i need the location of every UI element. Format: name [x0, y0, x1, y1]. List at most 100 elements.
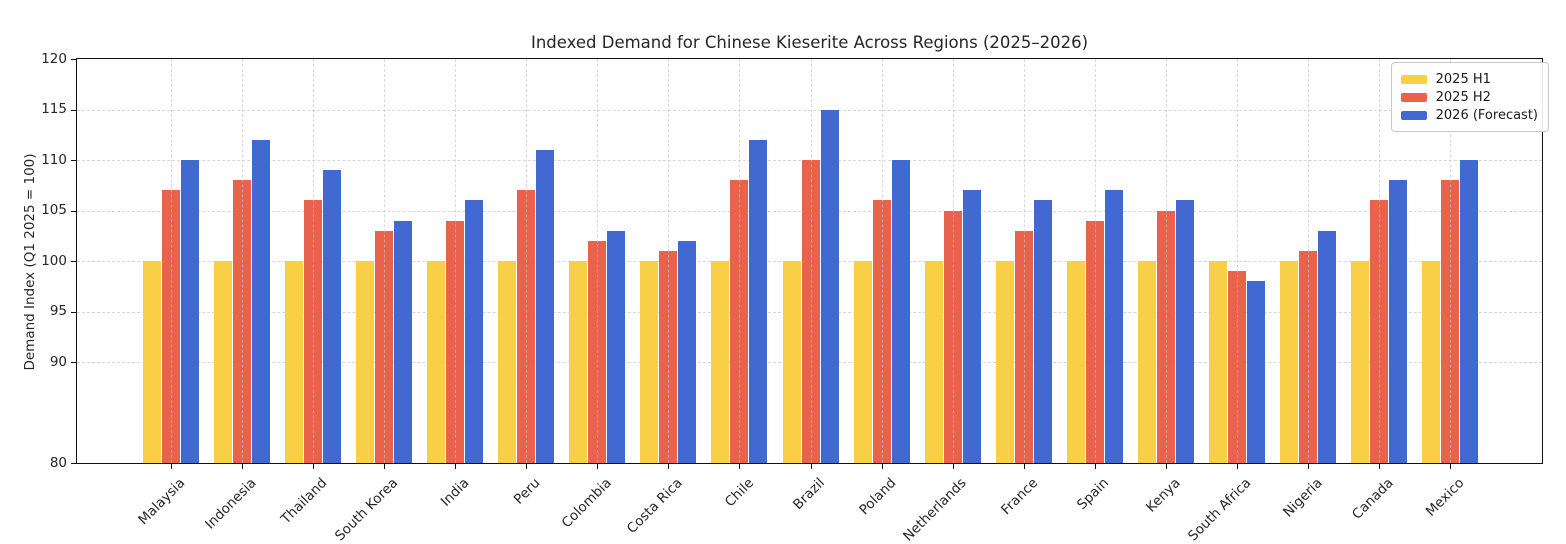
gridline-vertical	[384, 59, 386, 463]
x-tick-mark	[1450, 463, 1452, 469]
legend-swatch-2026-forecast-icon	[1400, 110, 1427, 120]
bar-2026-forecast--mexico	[1460, 160, 1479, 463]
x-tick-label: Colombia	[558, 475, 615, 532]
gridline-vertical	[526, 59, 528, 463]
gridline-vertical	[810, 59, 812, 463]
bar-2025-h1-south-africa	[1208, 261, 1227, 463]
bar-2025-h1-indonesia	[214, 261, 233, 463]
y-tick-mark	[71, 160, 77, 161]
x-tick-label: Nigeria	[1279, 475, 1326, 521]
x-tick-label: Kenya	[1142, 475, 1184, 516]
bar-2025-h1-mexico	[1422, 261, 1441, 463]
bar-2026-forecast--south-africa	[1246, 281, 1265, 463]
bar-2025-h1-india	[427, 261, 446, 463]
bar-2026-forecast--peru	[536, 149, 555, 463]
legend-item-2025-h1: 2025 H1	[1400, 70, 1538, 88]
chart-title: Indexed Demand for Chinese Kieserite Acr…	[530, 33, 1089, 52]
plot-area	[76, 58, 1543, 464]
y-tick-label: 80	[49, 454, 67, 471]
bar-2026-forecast--kenya	[1175, 200, 1194, 463]
bar-2026-forecast--nigeria	[1317, 230, 1336, 463]
bar-2025-h1-colombia	[569, 261, 588, 463]
bar-2026-forecast--france	[1033, 200, 1052, 463]
gridline-vertical	[952, 59, 954, 463]
bar-2026-forecast--malaysia	[181, 160, 199, 463]
gridline-vertical	[739, 59, 741, 463]
bar-2025-h1-costa-rica	[640, 261, 659, 463]
x-tick-label: Indonesia	[201, 475, 260, 533]
x-tick-mark	[455, 463, 457, 469]
y-tick-label: 100	[41, 252, 67, 269]
x-tick-mark	[1023, 463, 1025, 469]
legend-label-2025-h2: 2025 H2	[1435, 89, 1491, 105]
bar-2026-forecast--india	[465, 200, 484, 463]
gridline-horizontal	[77, 109, 1542, 111]
x-tick-mark	[1236, 463, 1238, 469]
x-tick-mark	[739, 463, 741, 469]
bar-2025-h1-kenya	[1137, 261, 1156, 463]
bar-2025-h1-chile	[711, 261, 730, 463]
x-tick-mark	[1379, 463, 1381, 469]
x-tick-label: Malaysia	[135, 475, 189, 529]
legend-swatch-2025-h1-icon	[1400, 74, 1427, 84]
y-tick-label: 110	[41, 151, 67, 168]
y-tick-label: 95	[49, 303, 67, 319]
bar-2026-forecast--south-korea	[394, 220, 413, 463]
bar-2026-forecast--brazil	[820, 109, 839, 463]
legend-swatch-2025-h2-icon	[1400, 92, 1427, 102]
bar-2025-h1-canada	[1351, 261, 1370, 463]
x-tick-label: France	[997, 475, 1042, 519]
x-tick-mark	[668, 463, 670, 469]
x-tick-mark	[313, 463, 315, 469]
y-tick-mark	[71, 311, 77, 313]
bar-2025-h1-france	[995, 261, 1014, 463]
x-tick-label: Thailand	[278, 475, 331, 528]
x-tick-mark	[1307, 463, 1309, 469]
bar-2025-h1-thailand	[285, 261, 304, 463]
bar-2025-h1-netherlands	[924, 261, 943, 463]
legend-label-2025-h1: 2025 H1	[1435, 71, 1491, 87]
bar-2025-h1-peru	[498, 261, 517, 463]
x-tick-label: Chile	[721, 475, 757, 511]
x-tick-label: Costa Rica	[623, 475, 686, 537]
x-tick-mark	[171, 463, 172, 469]
bar-2026-forecast--thailand	[323, 170, 342, 463]
bar-2025-h1-south-korea	[356, 261, 375, 463]
x-tick-label: India	[437, 475, 473, 510]
gridline-vertical	[313, 59, 315, 463]
bar-2026-forecast--indonesia	[252, 139, 271, 463]
bar-2026-forecast--poland	[891, 160, 910, 463]
x-tick-label: Netherlands	[900, 475, 970, 544]
vertical-gridlines	[77, 59, 1542, 463]
y-tick-label: 115	[41, 101, 67, 117]
x-tick-mark	[526, 463, 528, 469]
bar-2025-h1-spain	[1066, 261, 1085, 463]
x-tick-mark	[242, 463, 244, 469]
x-tick-label: Spain	[1074, 475, 1113, 513]
gridline-vertical	[881, 59, 883, 463]
bar-2025-h1-nigeria	[1279, 261, 1298, 463]
y-tick-label: 120	[41, 50, 67, 67]
x-tick-mark	[1094, 463, 1096, 469]
bar-2026-forecast--spain	[1104, 190, 1123, 463]
bar-2026-forecast--costa-rica	[678, 240, 697, 463]
gridline-vertical	[171, 59, 172, 463]
x-tick-label: Poland	[855, 475, 899, 519]
x-tick-label: Mexico	[1422, 475, 1468, 520]
gridline-vertical	[668, 59, 670, 463]
gridline-vertical	[1094, 59, 1096, 463]
bar-2025-h1-brazil	[782, 261, 801, 463]
bar-2025-h1-malaysia	[143, 261, 161, 463]
gridline-vertical	[1236, 59, 1238, 463]
bar-2026-forecast--chile	[749, 139, 768, 463]
x-tick-mark	[384, 463, 386, 469]
y-tick-mark	[71, 362, 77, 363]
bar-2026-forecast--canada	[1389, 180, 1408, 463]
y-tick-mark	[71, 210, 77, 212]
y-tick-mark	[71, 59, 77, 60]
y-tick-label: 105	[41, 202, 67, 218]
x-tick-mark	[881, 463, 883, 469]
gridline-vertical	[1165, 59, 1167, 463]
y-tick-mark	[71, 261, 77, 262]
